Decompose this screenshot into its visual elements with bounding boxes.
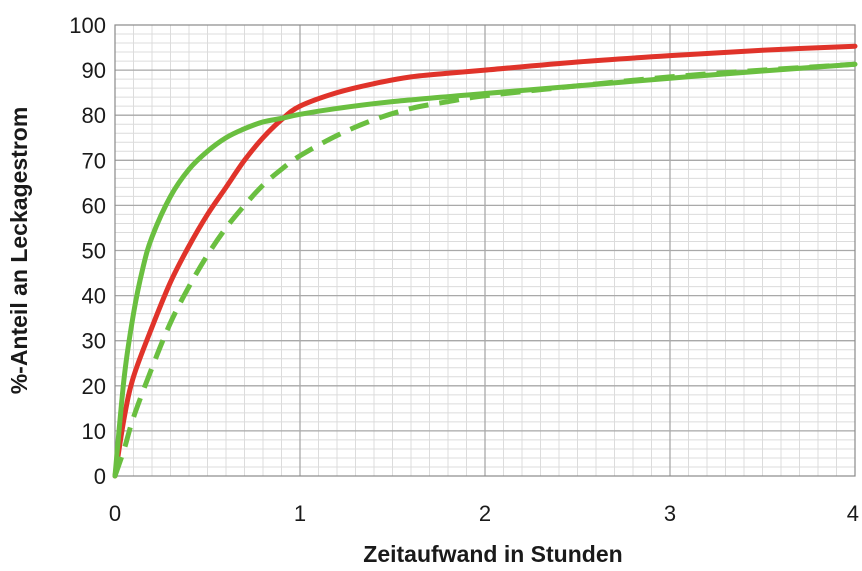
y-tick-label: 30	[82, 329, 106, 354]
x-axis-title: Zeitaufwand in Stunden	[363, 541, 622, 567]
series-line-2	[112, 61, 858, 479]
y-tick-label: 60	[82, 193, 106, 218]
x-axis-tick-labels: 0 1 2 3 4	[109, 501, 859, 526]
y-tick-label: 90	[82, 58, 106, 83]
y-tick-label: 0	[94, 464, 106, 489]
x-tick-label: 3	[664, 501, 676, 526]
y-tick-label: 70	[82, 148, 106, 173]
y-axis-tick-labels: 0 10 20 30 40 50 60 70 80 90 100	[69, 13, 106, 489]
x-tick-label: 2	[479, 501, 491, 526]
y-tick-label: 40	[82, 284, 106, 309]
x-tick-label: 4	[847, 501, 859, 526]
plot-area-border	[114, 24, 856, 477]
series-line-3-dashed	[112, 61, 856, 477]
series-line-1	[112, 43, 858, 479]
major-gridlines	[115, 25, 855, 476]
y-tick-label: 20	[82, 374, 106, 399]
x-tick-label: 0	[109, 501, 121, 526]
y-axis-title: %-Anteil an Leckagestrom	[6, 107, 32, 395]
x-tick-label: 1	[294, 501, 306, 526]
y-tick-label: 50	[82, 239, 106, 264]
y-tick-label: 10	[82, 419, 106, 444]
y-tick-label: 100	[69, 13, 106, 38]
y-tick-label: 80	[82, 103, 106, 128]
series-layer	[112, 43, 858, 479]
